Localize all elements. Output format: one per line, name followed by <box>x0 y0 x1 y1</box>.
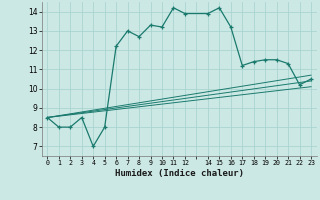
X-axis label: Humidex (Indice chaleur): Humidex (Indice chaleur) <box>115 169 244 178</box>
